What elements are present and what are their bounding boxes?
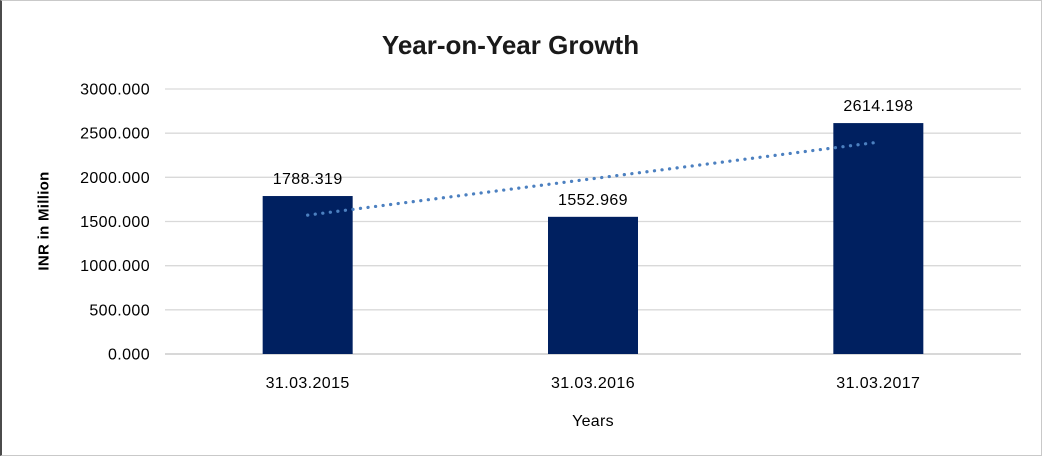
x-tick-label: 31.03.2017 — [836, 375, 920, 392]
x-axis-title: Years — [572, 413, 614, 430]
y-tick-label: 1500.000 — [80, 214, 150, 231]
x-tick-label: 31.03.2015 — [266, 375, 350, 392]
bar-data-label: 2614.198 — [843, 98, 913, 115]
x-tick-label: 31.03.2016 — [551, 375, 635, 392]
bar — [548, 216, 638, 354]
chart-title: Year-on-Year Growth — [381, 30, 640, 60]
bar-data-label: 1788.319 — [273, 171, 343, 188]
y-tick-label: 2500.000 — [80, 126, 150, 143]
y-tick-label: 0.000 — [108, 347, 150, 364]
bar-data-label: 1552.969 — [558, 192, 628, 209]
y-tick-label: 1000.000 — [80, 258, 150, 275]
y-tick-label: 500.000 — [89, 302, 150, 319]
bar — [833, 123, 924, 354]
trendline-dotted — [306, 140, 880, 217]
bar — [262, 196, 353, 354]
y-tick-label: 2000.000 — [80, 170, 150, 187]
y-tick-label: 3000.000 — [80, 82, 150, 99]
